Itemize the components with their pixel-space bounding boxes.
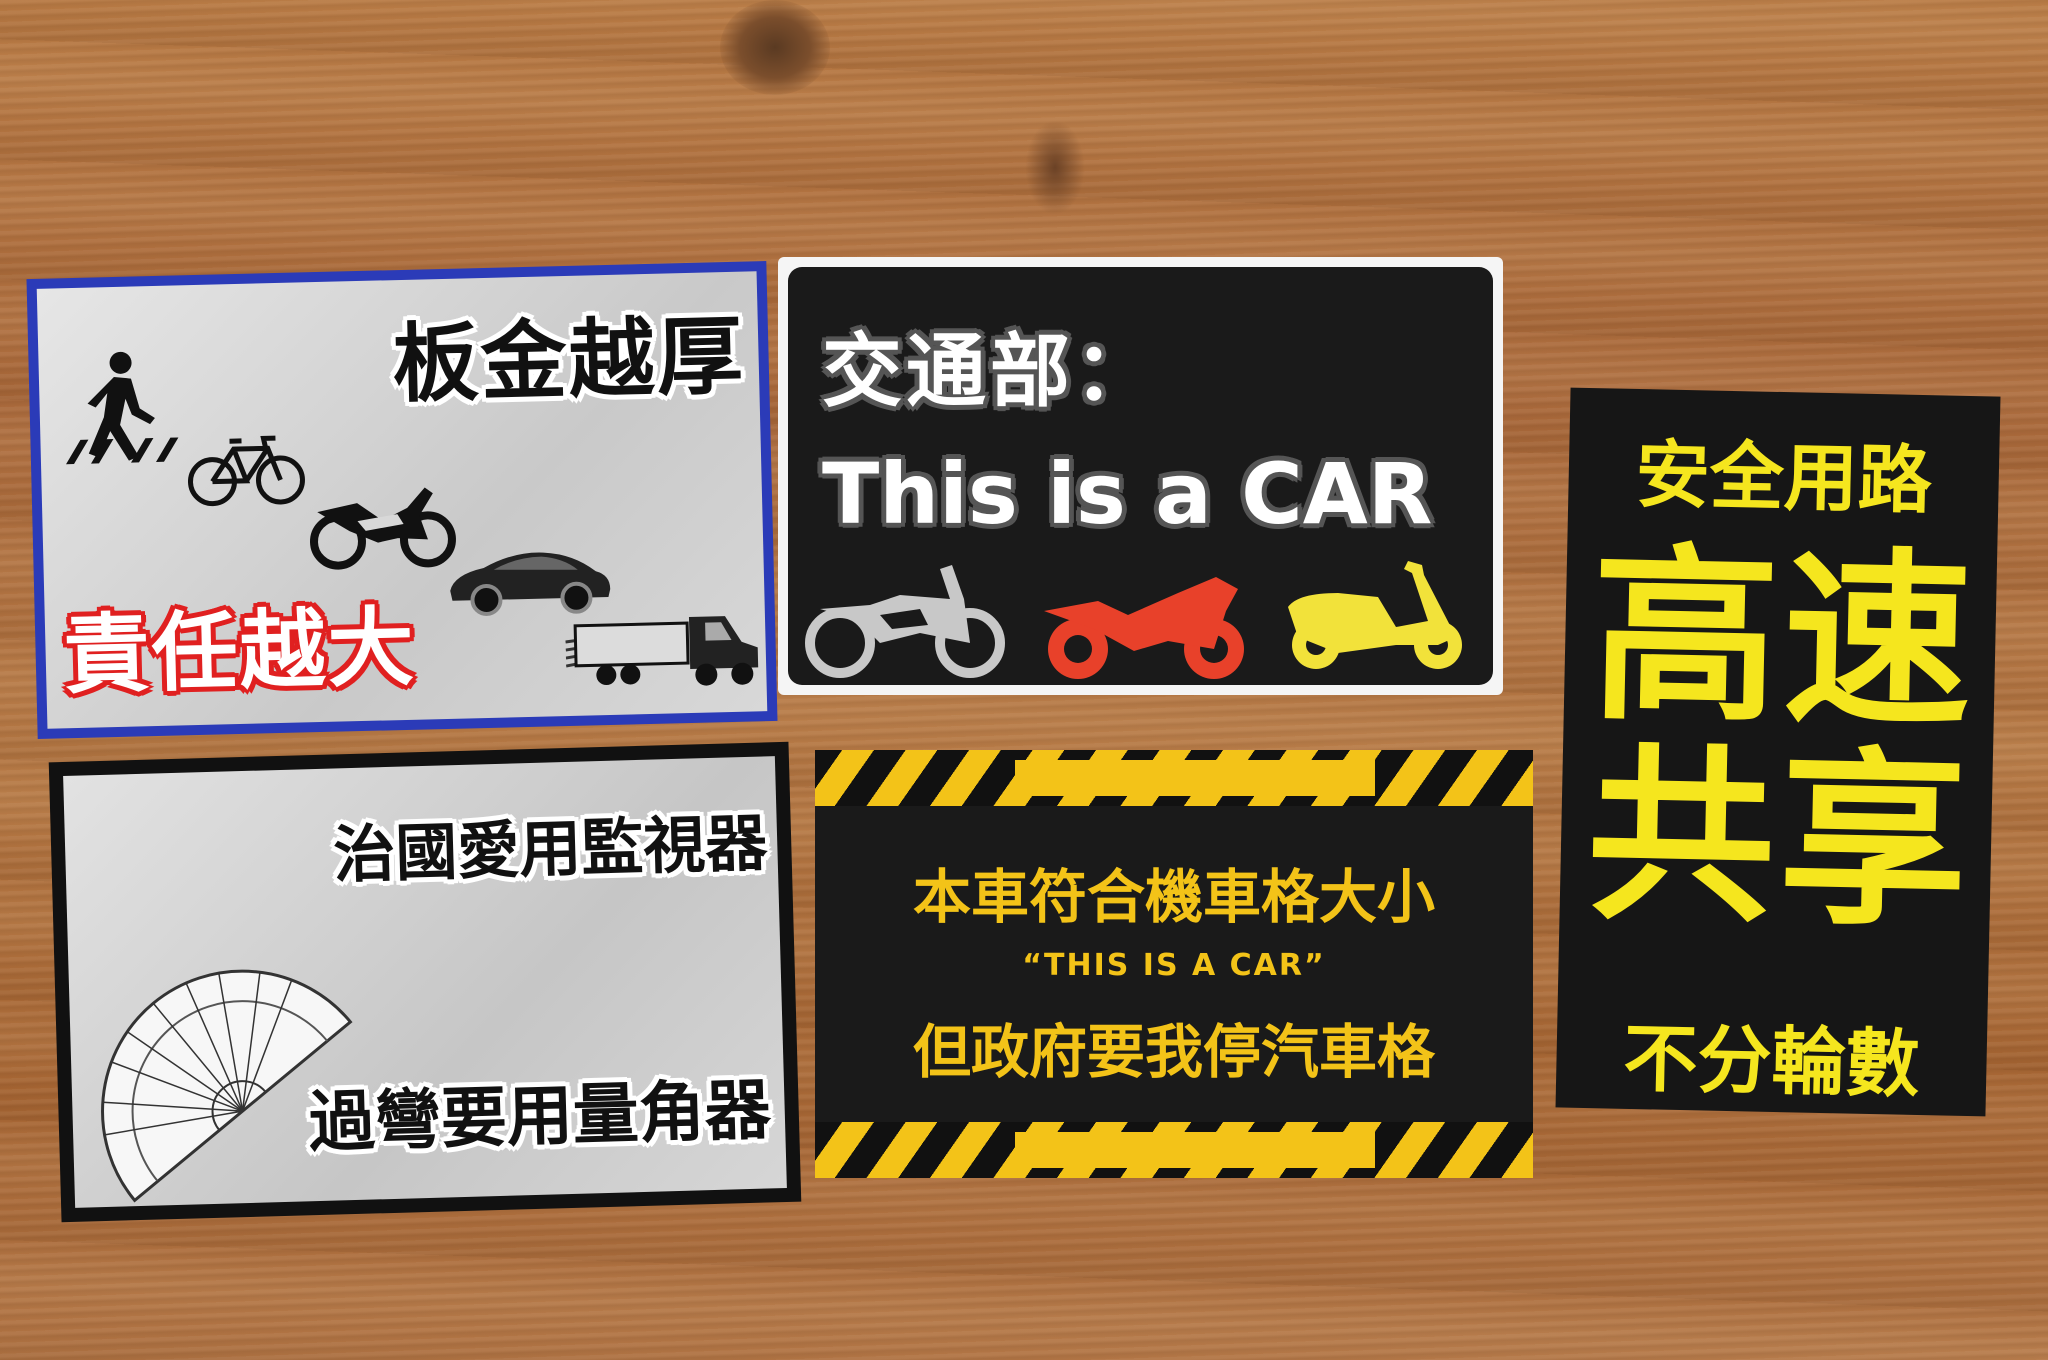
dirt-bike-icon (805, 565, 1005, 678)
sticker-card-sheet-metal: 板金越厚 (26, 261, 778, 739)
sport-bike-icon (1044, 577, 1244, 679)
motorcycle-icon (309, 487, 456, 570)
card-subtitle: 責任越大 (62, 597, 417, 707)
big-char-3: 共 (1584, 726, 1778, 949)
card-title: 治國愛用監視器 (332, 806, 769, 892)
hazard-bar-bottom (1015, 1132, 1375, 1168)
wood-knot (720, 0, 830, 95)
sticker-card-road-share: 安全用路 高 速 共 享 不分輪數 (1555, 387, 2001, 1117)
big-char-4: 享 (1776, 730, 1970, 953)
card-title: 板金越厚 (391, 306, 746, 416)
card-panel: 交通部： This is a CAR (788, 267, 1493, 685)
scooter-icon (1288, 561, 1462, 669)
bicycle-icon (187, 435, 305, 507)
big-char-1: 高 (1589, 526, 1782, 749)
card-subtitle: 過彎要用量角器 (307, 1071, 772, 1162)
sticker-card-this-is-a-car: 交通部： This is a CAR (778, 257, 1503, 695)
card-panel: 治國愛用監視器 過彎要用量角器 (63, 756, 787, 1208)
big-char-2: 速 (1781, 530, 1974, 754)
protractor-icon (101, 969, 353, 1203)
truck-icon (565, 616, 759, 686)
sticker-card-protractor: 治國愛用監視器 過彎要用量角器 (48, 741, 802, 1223)
card-line-2: “THIS IS A CAR” (1022, 948, 1326, 983)
card-line-3: 但政府要我停汽車格 (912, 1018, 1435, 1086)
card-title: 安全用路 (1634, 431, 1933, 525)
sticker-card-parking: 本車符合機車格大小 “THIS IS A CAR” 但政府要我停汽車格 (815, 750, 1533, 1178)
card-title: 交通部： (822, 325, 1158, 418)
pedestrian-icon (66, 351, 179, 465)
card-headline: This is a CAR (822, 445, 1433, 543)
wood-knot (1025, 120, 1085, 215)
car-icon (450, 552, 611, 616)
card-subtitle: 不分輪數 (1622, 1015, 1921, 1109)
hazard-bar-top (1015, 760, 1375, 796)
card-line-1: 本車符合機車格大小 (912, 863, 1435, 931)
card-panel: 板金越厚 (36, 271, 768, 729)
